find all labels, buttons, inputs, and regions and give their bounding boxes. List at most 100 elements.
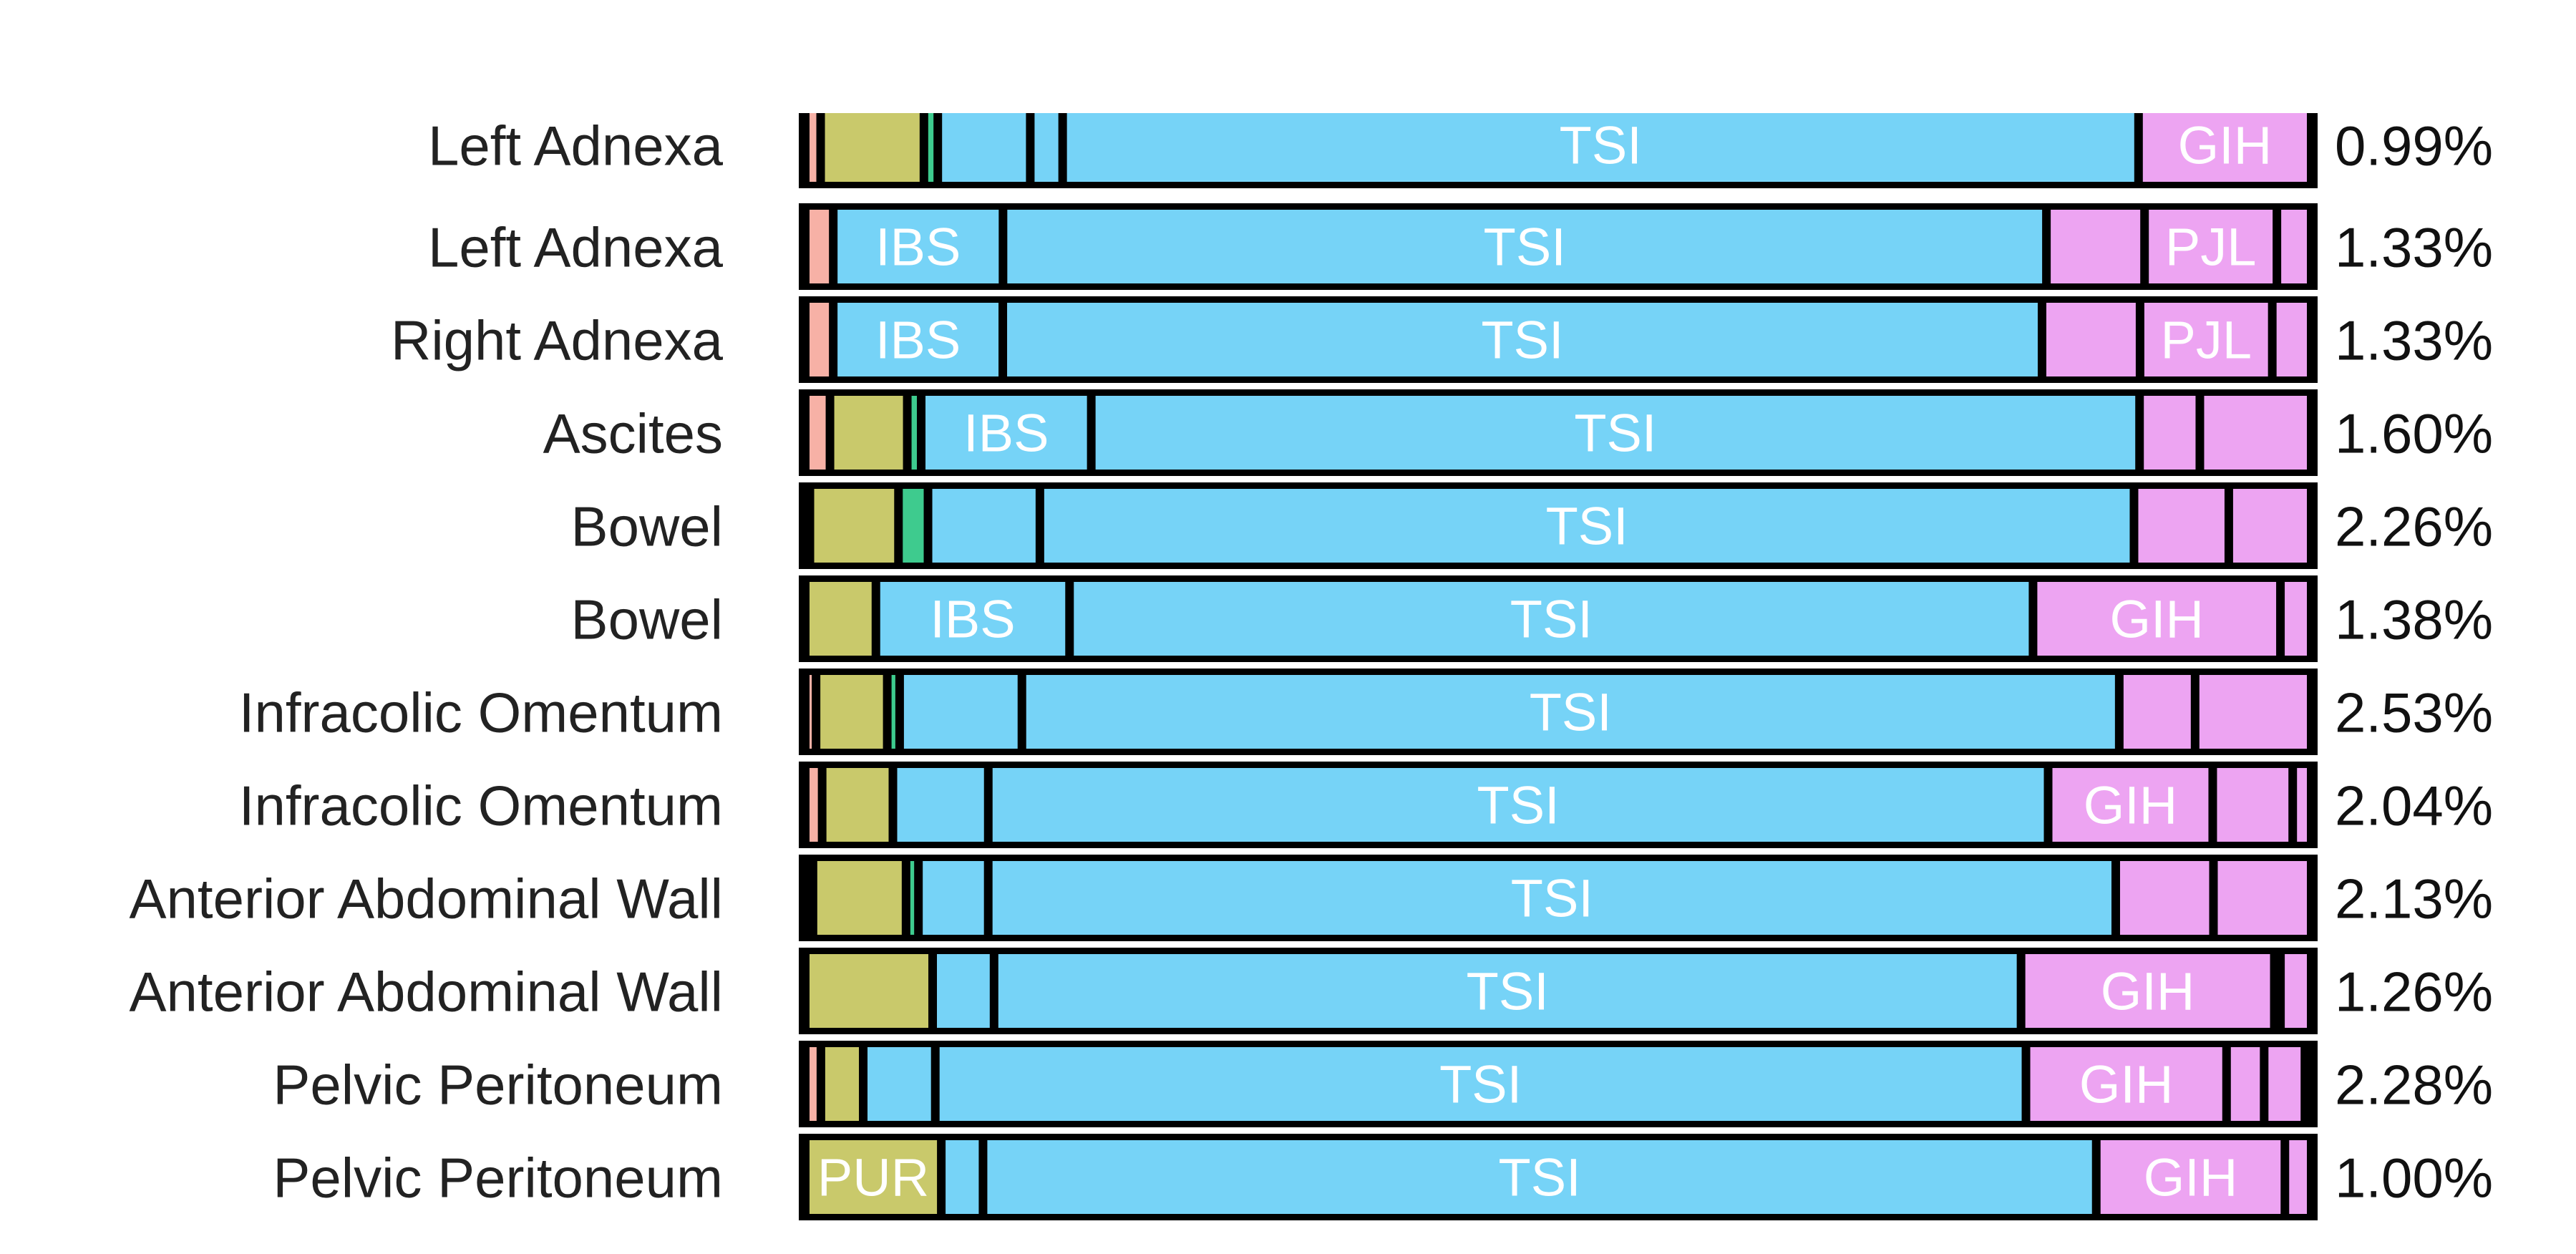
value-label: 2.04% <box>2335 774 2493 837</box>
bar-row: TSI GIH <box>799 1041 2318 1127</box>
bar-segment <box>1034 113 1059 182</box>
bar-segment <box>817 861 902 935</box>
bar-segment <box>2030 1047 2222 1121</box>
bar-segment <box>825 113 920 182</box>
bar-segment <box>928 113 934 182</box>
bar-segment <box>2138 489 2225 563</box>
bar-segment <box>2119 861 2210 935</box>
value-label: 1.60% <box>2335 402 2493 465</box>
bar-segment <box>2123 675 2191 749</box>
segment-label: GIH <box>2144 1148 2238 1207</box>
bar-segment <box>810 954 929 1028</box>
chart-rows: TSI GIH Left Adnexa 0.99% IBS TSI PJL Left Adne… <box>130 113 2493 1220</box>
segment-label: GIH <box>2084 776 2178 835</box>
bar-segment <box>992 768 2044 842</box>
bar-segment <box>2199 675 2307 749</box>
bar-segment <box>992 861 2111 935</box>
bar-row: IBS TSI PJL <box>799 203 2318 290</box>
row-label: Bowel <box>571 495 723 558</box>
value-label: 1.33% <box>2335 309 2493 372</box>
bar-segment <box>891 675 895 749</box>
bar-segment <box>2142 113 2307 182</box>
bar-segment <box>2149 210 2273 283</box>
bar-segment <box>810 768 818 842</box>
bar-segment <box>2276 303 2307 376</box>
value-label: 1.00% <box>2335 1147 2493 1210</box>
segment-label: GIH <box>2109 590 2204 649</box>
bar-segment <box>2144 396 2196 470</box>
bar-row: TSI GIH <box>799 948 2318 1034</box>
bar-segment <box>942 113 1026 182</box>
segment-label: TSI <box>1481 311 1563 370</box>
value-label: 2.53% <box>2335 681 2493 744</box>
segment-label: PJL <box>2165 218 2257 277</box>
segment-label: IBS <box>963 404 1049 463</box>
bar-segment <box>987 1140 2092 1214</box>
row-label: Left Adnexa <box>428 115 724 178</box>
bar-segment <box>897 768 984 842</box>
bar-segment <box>2217 768 2289 842</box>
row-label: Pelvic Peritoneum <box>273 1054 723 1117</box>
bar-segment <box>1044 489 2130 563</box>
bar-segment <box>834 396 903 470</box>
bar-row: TSI <box>799 669 2318 755</box>
bar-segment <box>810 303 830 376</box>
bar-segment <box>2285 582 2307 656</box>
bar-segment <box>911 396 918 470</box>
bar-segment <box>837 303 999 376</box>
bar-segment <box>820 675 883 749</box>
row-label: Infracolic Omentum <box>239 681 723 744</box>
bar-segment <box>1007 210 2043 283</box>
bar-segment <box>2144 303 2268 376</box>
segment-label: IBS <box>875 218 961 277</box>
segment-label: GIH <box>2079 1055 2174 1114</box>
bar-segment <box>2230 1047 2260 1121</box>
bar-segment <box>826 768 889 842</box>
row-label: Right Adnexa <box>391 309 724 372</box>
bar-segment <box>946 1140 979 1214</box>
bar-segment <box>2281 210 2307 283</box>
bar-row: IBS TSI <box>799 389 2318 476</box>
bar-segment <box>2051 210 2141 283</box>
row-label: Bowel <box>571 588 723 651</box>
segment-label: TSI <box>1546 497 1628 556</box>
bar-segment <box>2297 768 2307 842</box>
bar-segment <box>810 113 817 182</box>
value-label: 1.26% <box>2335 961 2493 1024</box>
bar-segment <box>2204 396 2307 470</box>
row-label: Ascites <box>543 402 723 465</box>
bar-segment <box>939 1047 2022 1121</box>
row-label: Anterior Abdominal Wall <box>130 867 723 930</box>
bar-segment <box>1007 303 2038 376</box>
row-label: Left Adnexa <box>428 216 724 279</box>
segment-label: TSI <box>1510 590 1593 649</box>
bar-row: IBS TSI PJL <box>799 296 2318 383</box>
row-label: Pelvic Peritoneum <box>273 1147 723 1210</box>
value-label: 2.28% <box>2335 1054 2493 1117</box>
bar-segment <box>810 396 826 470</box>
bar-segment <box>810 1047 817 1121</box>
bar-segment <box>810 582 872 656</box>
bar-segment <box>998 954 2017 1028</box>
bar-segment <box>1074 582 2029 656</box>
segment-label: PUR <box>817 1148 929 1207</box>
bar-row: TSI <box>799 482 2318 569</box>
segment-label: TSI <box>1499 1148 1581 1207</box>
bar-segment <box>2100 1140 2281 1214</box>
bar-segment <box>903 675 1018 749</box>
segment-label: TSI <box>1511 869 1593 928</box>
segment-label: GIH <box>2101 962 2195 1021</box>
bar-segment <box>2217 861 2307 935</box>
segment-label: TSI <box>1574 404 1656 463</box>
bar-segment <box>810 210 830 283</box>
bar-row: TSI <box>799 855 2318 941</box>
segment-label: TSI <box>1439 1055 1522 1114</box>
bar-segment <box>2289 1140 2307 1214</box>
bar-segment <box>923 861 984 935</box>
bar-segment <box>810 675 812 749</box>
bar-row: TSI GIH <box>799 113 2318 188</box>
bar-segment <box>910 861 915 935</box>
bar-segment <box>2025 954 2270 1028</box>
segment-label: IBS <box>930 590 1015 649</box>
